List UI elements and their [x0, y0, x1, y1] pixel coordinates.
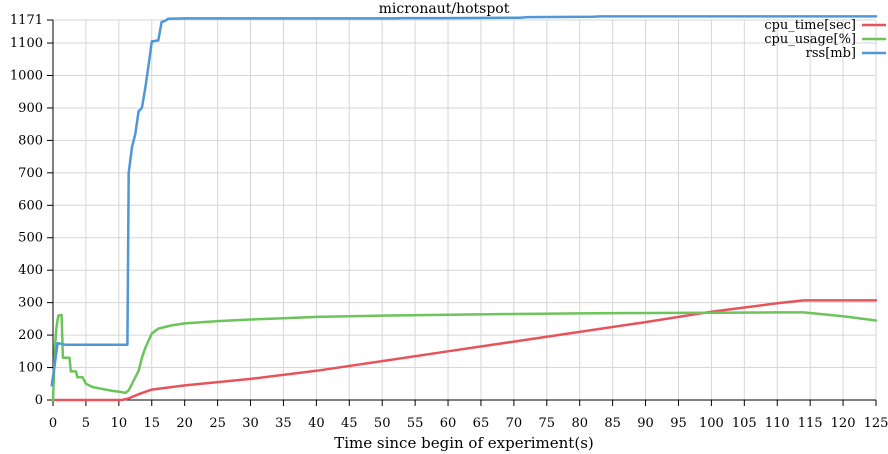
y-tick-label: 700 — [18, 166, 43, 181]
grid — [52, 19, 877, 401]
x-tick-label: 45 — [341, 416, 358, 431]
y-tick-label: 400 — [18, 263, 43, 278]
x-tick-label: 110 — [765, 416, 790, 431]
legend-label: rss[mb] — [806, 46, 856, 61]
y-tick-label: 1100 — [10, 36, 43, 51]
x-axis-title: Time since begin of experiment(s) — [334, 434, 594, 452]
legend: cpu_time[sec]cpu_usage[%]rss[mb] — [764, 18, 886, 61]
x-tick-label: 105 — [732, 416, 757, 431]
chart-title: micronaut/hotspot — [379, 1, 510, 17]
y-tick-label: 600 — [18, 198, 43, 213]
y-tick-label: 300 — [18, 296, 43, 311]
series-layer — [50, 15, 878, 402]
x-tick-label: 85 — [604, 416, 621, 431]
x-tick-label: 5 — [82, 416, 90, 431]
series-line-cpu-time-sec — [53, 299, 878, 402]
y-tick-label: 100 — [18, 361, 43, 376]
y-tick-label: 500 — [18, 231, 43, 246]
x-tick-label: 120 — [831, 416, 856, 431]
x-tick-label: 25 — [209, 416, 226, 431]
series-line-rss-mb — [50, 15, 878, 387]
series-line-cpu-usage — [51, 311, 878, 402]
x-tick-label: 70 — [506, 416, 523, 431]
x-tick-label: 15 — [143, 416, 160, 431]
y-tick-label: 0 — [35, 393, 43, 408]
y-tick-label: 800 — [18, 133, 43, 148]
x-tick-label: 10 — [111, 416, 128, 431]
x-tick-label: 125 — [864, 416, 888, 431]
x-tick-label: 0 — [49, 416, 57, 431]
x-tick-label: 75 — [539, 416, 556, 431]
x-tick-label: 90 — [637, 416, 654, 431]
x-tick-label: 65 — [473, 416, 490, 431]
x-tick-label: 60 — [440, 416, 457, 431]
x-tick-label: 55 — [407, 416, 424, 431]
x-tick-label: 20 — [176, 416, 193, 431]
legend-label: cpu_time[sec] — [764, 18, 856, 33]
x-tick-label: 30 — [242, 416, 259, 431]
x-tick-label: 80 — [571, 416, 588, 431]
legend-label: cpu_usage[%] — [764, 32, 856, 47]
x-tick-label: 35 — [275, 416, 292, 431]
axes: 0 5 10 15 20 25 30 35 40 45 50 55 60 65 70 75 80 85 90 95 10… — [10, 13, 888, 431]
x-tick-label: 100 — [699, 416, 724, 431]
y-tick-label: 900 — [18, 101, 43, 116]
y-tick-label: 200 — [18, 328, 43, 343]
x-tick-label: 50 — [374, 416, 391, 431]
x-tick-label: 95 — [670, 416, 687, 431]
y-tick-label: 1171 — [10, 13, 43, 28]
x-tick-label: 40 — [308, 416, 325, 431]
x-tick-label: 115 — [798, 416, 823, 431]
y-tick-label: 1000 — [10, 68, 43, 83]
